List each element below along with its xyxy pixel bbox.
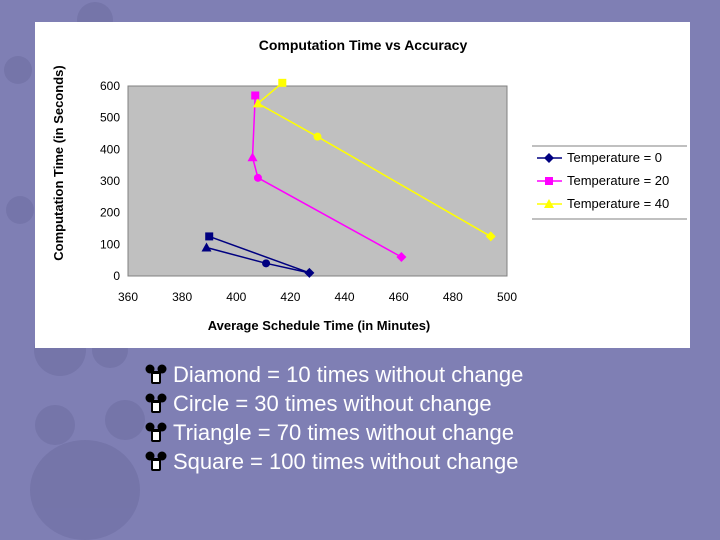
circle-key-text: Circle = 30 times without change: [173, 391, 492, 416]
list-item: Square = 100 times without change: [145, 447, 705, 476]
data-point-square: [278, 78, 287, 87]
x-tick-label: 360: [118, 290, 138, 304]
x-tick-label: 400: [226, 290, 246, 304]
data-point-triangle: [201, 242, 212, 252]
legend-label: Temperature = 40: [567, 196, 669, 211]
series-line: [256, 82, 492, 238]
y-tick-label: 600: [100, 79, 120, 93]
y-tick-label: 0: [113, 269, 120, 283]
series-line: [206, 235, 310, 274]
list-item: Diamond = 10 times without change: [145, 360, 705, 389]
data-point-circle: [313, 132, 322, 141]
data-point-diamond: [396, 252, 407, 262]
chart-panel: 0 100 200 300 400 500 600 360 380 400 420 440 460 480…: [35, 22, 690, 348]
x-tick-label: 440: [335, 290, 355, 304]
list-item: Triangle = 70 times without change: [145, 418, 705, 447]
legend-label: Temperature = 20: [567, 173, 669, 188]
plot-area: [127, 85, 508, 277]
data-point-diamond: [485, 231, 496, 242]
legend-label: Temperature = 0: [567, 150, 662, 165]
y-tick-label: 400: [100, 142, 120, 156]
mouse-head-icon: [145, 364, 167, 384]
square-key-text: Square = 100 times without change: [173, 449, 519, 474]
data-point-square: [251, 91, 260, 100]
mouse-head-icon: [145, 393, 167, 413]
y-tick-label: 500: [100, 111, 120, 125]
list-item: Circle = 30 times without change: [145, 389, 705, 418]
data-point-triangle: [252, 98, 263, 108]
marker-key-list: Diamond = 10 times without change Circle…: [145, 360, 705, 476]
series-line: [251, 95, 402, 258]
x-tick-label: 420: [280, 290, 300, 304]
legend-marker: [544, 199, 554, 208]
data-point-triangle: [247, 152, 258, 162]
diamond-key-text: Diamond = 10 times without change: [173, 362, 524, 387]
legend: Temperature = 0 Temperature = 20 Temperatu…: [532, 145, 687, 220]
x-tick-label: 380: [172, 290, 192, 304]
legend-marker: [545, 177, 553, 185]
data-point-circle: [253, 173, 262, 182]
x-axis-label: Average Schedule Time (in Minutes): [208, 318, 431, 333]
mouse-head-icon: [145, 451, 167, 471]
x-tick-label: 500: [497, 290, 517, 304]
y-axis-label: Computation Time (in Seconds): [51, 65, 66, 261]
x-tick-label: 460: [389, 290, 409, 304]
chart: 0 100 200 300 400 500 600 360 380 400 420 440 460 480…: [51, 37, 687, 333]
chart-title: Computation Time vs Accuracy: [259, 37, 468, 53]
y-tick-label: 300: [100, 174, 120, 188]
y-tick-label: 200: [100, 206, 120, 220]
y-tick-label: 100: [100, 237, 120, 251]
x-tick-label: 480: [443, 290, 463, 304]
data-point-square: [205, 232, 214, 241]
triangle-key-text: Triangle = 70 times without change: [173, 420, 514, 445]
data-point-diamond: [304, 267, 315, 278]
mouse-head-icon: [145, 422, 167, 442]
legend-marker: [544, 153, 554, 163]
data-point-circle: [262, 259, 271, 268]
